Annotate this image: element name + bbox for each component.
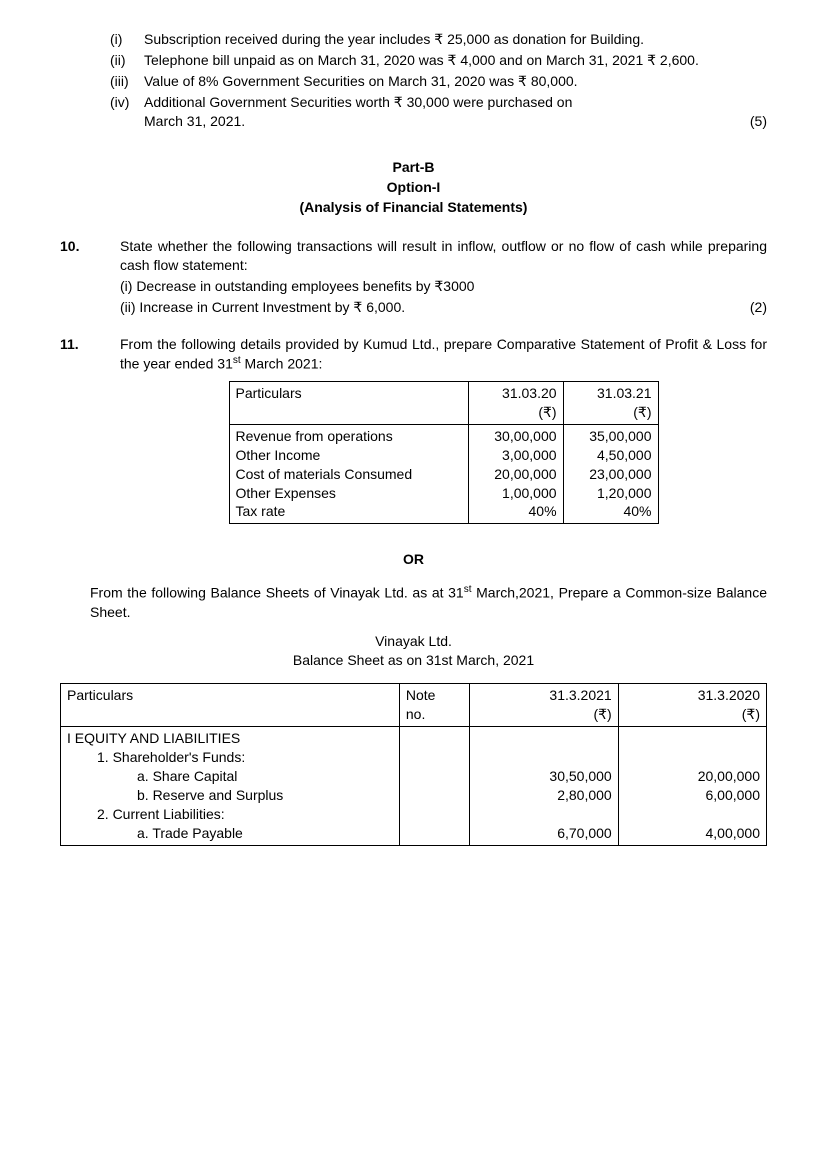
item-text-start: Additional Government Securities worth ₹…: [144, 94, 572, 110]
company-name: Vinayak Ltd.: [60, 632, 767, 651]
th-2021: 31.3.2021(₹): [470, 684, 618, 727]
item-text: Telephone bill unpaid as on March 31, 20…: [144, 51, 767, 70]
body-cell: Revenue from operations Other Income Cos…: [229, 424, 468, 523]
item-text-end: March 31, 2021.: [144, 112, 245, 131]
question-intro: State whether the following transactions…: [120, 238, 767, 273]
sub-ii-text: (ii) Increase in Current Investment by ₹…: [120, 298, 405, 317]
item-text: Additional Government Securities worth ₹…: [144, 93, 767, 131]
intro-b: March 2021:: [241, 355, 323, 371]
marks: (5): [750, 112, 767, 131]
part-line: (Analysis of Financial Statements): [60, 198, 767, 217]
body-cell: 35,00,000 4,50,000 23,00,000 1,20,000 40…: [563, 424, 658, 523]
list-item: (iv) Additional Government Securities wo…: [110, 93, 767, 131]
or-separator: OR: [60, 550, 767, 569]
item-text: Value of 8% Government Securities on Mar…: [144, 72, 767, 91]
list-item: (ii) Telephone bill unpaid as on March 3…: [110, 51, 767, 70]
intro-a: From the following details provided by K…: [120, 336, 767, 372]
th-particulars: Particulars: [229, 382, 468, 425]
list-item: (iii) Value of 8% Government Securities …: [110, 72, 767, 91]
body-cell: 30,00,000 3,00,000 20,00,000 1,00,000 40…: [468, 424, 563, 523]
question-11: 11. From the following details provided …: [60, 335, 767, 533]
row-reserve-surplus: b. Reserve and Surplus: [67, 786, 393, 805]
alternative-question: From the following Balance Sheets of Vin…: [90, 583, 767, 621]
balance-sheet-title: Vinayak Ltd. Balance Sheet as on 31st Ma…: [60, 632, 767, 670]
body-cell-2021: 30,50,000 2,80,000 6,70,000: [470, 727, 618, 845]
body-cell-2020: 20,00,000 6,00,000 4,00,000: [618, 727, 766, 845]
th-particulars: Particulars: [61, 684, 400, 727]
body-cell-note: [399, 727, 470, 845]
part-line: Part-B: [60, 158, 767, 177]
th-2020: 31.3.2020(₹): [618, 684, 766, 727]
row-share-capital: a. Share Capital: [67, 767, 393, 786]
question-number: 11.: [60, 335, 120, 533]
section-heading: I EQUITY AND LIABILITIES: [67, 729, 393, 748]
sheet-heading: Balance Sheet as on 31st March, 2021: [60, 651, 767, 670]
th-2021: 31.03.21(₹): [563, 382, 658, 425]
continuation-list: (i) Subscription received during the yea…: [110, 30, 767, 130]
marks: (2): [750, 298, 767, 317]
th-note: Noteno.: [399, 684, 470, 727]
part-line: Option-I: [60, 178, 767, 197]
ordinal-sup: st: [233, 355, 241, 366]
table-body-row: I EQUITY AND LIABILITIES 1. Shareholder'…: [61, 727, 767, 845]
part-header: Part-B Option-I (Analysis of Financial S…: [60, 158, 767, 217]
question-body: State whether the following transactions…: [120, 237, 767, 317]
balance-sheet-table: Particulars Noteno. 31.3.2021(₹) 31.3.20…: [60, 683, 767, 845]
row-trade-payable: a. Trade Payable: [67, 824, 393, 843]
row-shareholders: 1. Shareholder's Funds:: [67, 748, 393, 767]
question-10: 10. State whether the following transact…: [60, 237, 767, 317]
body-cell: I EQUITY AND LIABILITIES 1. Shareholder'…: [61, 727, 400, 845]
th-2020: 31.03.20(₹): [468, 382, 563, 425]
question-number: 10.: [60, 237, 120, 317]
item-label: (i): [110, 30, 144, 49]
alt-text-a: From the following Balance Sheets of Vin…: [90, 585, 464, 601]
table-body-row: Revenue from operations Other Income Cos…: [229, 424, 658, 523]
item-label: (iii): [110, 72, 144, 91]
question-body: From the following details provided by K…: [120, 335, 767, 533]
item-text: Subscription received during the year in…: [144, 30, 767, 49]
row-current-liabilities: 2. Current Liabilities:: [67, 805, 393, 824]
item-label: (iv): [110, 93, 144, 131]
sub-ii: (ii) Increase in Current Investment by ₹…: [120, 298, 767, 317]
sub-i: (i) Decrease in outstanding employees be…: [120, 277, 767, 296]
item-label: (ii): [110, 51, 144, 70]
comparative-table: Particulars 31.03.20(₹) 31.03.21(₹) Reve…: [229, 381, 659, 524]
list-item: (i) Subscription received during the yea…: [110, 30, 767, 49]
